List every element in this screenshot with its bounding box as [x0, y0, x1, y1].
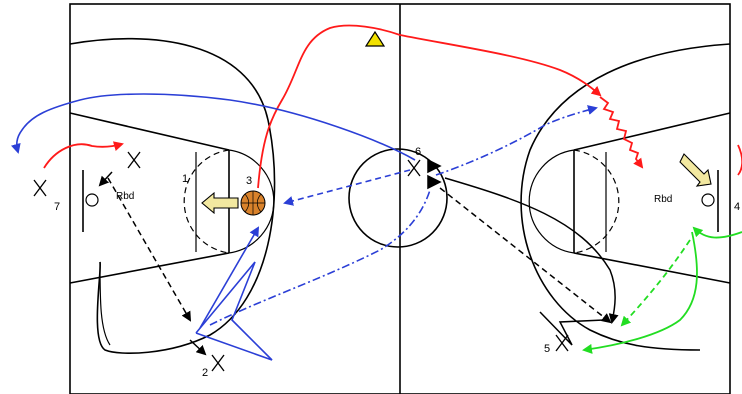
right-lane-bottom: [573, 252, 731, 284]
black-screen-6b: [427, 174, 442, 190]
left-free-throw-circle-solid: [228, 149, 275, 254]
red-path-3-to-top: [257, 24, 602, 189]
player-label-2: 2: [202, 367, 208, 379]
black-arrow-2: [189, 339, 207, 356]
black-cut-6: [444, 177, 619, 324]
player-x-2: [211, 354, 225, 372]
black-dashed-7: [107, 177, 192, 322]
green-path-4: [692, 226, 742, 239]
blue-cut-2-to-3: [199, 226, 260, 329]
player-x-7-top: [127, 151, 141, 169]
left-lane-bottom: [69, 252, 230, 284]
player-label-1: 1: [182, 173, 188, 185]
left-free-throw-circle-dashed: [183, 149, 230, 254]
rebound-label-left: Rbd: [116, 191, 134, 202]
black-paths: [98, 158, 619, 356]
right-lane-top: [573, 112, 731, 151]
player-label-6: 6: [415, 146, 421, 158]
blue-pass-6-to-3: [283, 169, 411, 206]
blue-paths: [10, 93, 598, 361]
red-paths: [43, 24, 742, 189]
blue-pass-2-to-6: [209, 189, 431, 326]
right-free-throw-circle-dashed: [573, 149, 620, 254]
green-pass-dashed: [620, 239, 691, 327]
right-three-point-arc: [520, 43, 731, 351]
player-x-5: [555, 334, 569, 352]
basketball-icon: [240, 190, 266, 216]
player-label-3: 3: [246, 175, 252, 187]
player-label-4: 4: [734, 201, 740, 213]
green-cut-curved: [582, 231, 698, 354]
player-x-6: [407, 159, 421, 177]
black-dashed-6-to-5: [439, 187, 612, 324]
red-path-7: [43, 141, 124, 169]
right-free-throw-circle-solid: [528, 149, 575, 254]
blue-pass-to-corner: [435, 105, 598, 176]
left-lane-top: [69, 112, 230, 151]
red-path-4: [737, 144, 742, 176]
black-screen-6: [427, 158, 442, 174]
triangle-cone-icon: [364, 30, 386, 47]
center-circle: [348, 148, 448, 248]
green-paths: [582, 226, 742, 354]
left-hoop: [85, 193, 99, 207]
blue-screen: [195, 261, 273, 361]
red-wavy-cut: [599, 96, 644, 169]
block-arrow-icon: [201, 191, 239, 215]
court: [69, 3, 731, 394]
black-arrow-7: [98, 171, 113, 187]
left-three-point-arc: [69, 37, 276, 354]
player-label-7: 7: [54, 201, 60, 213]
player-label-5: 5: [544, 343, 550, 355]
black-screen-5: [539, 311, 605, 346]
rebound-label-right: Rbd: [654, 194, 672, 205]
block-arrow-icon: [679, 153, 712, 187]
blue-cut-long: [10, 93, 416, 161]
player-x-7: [33, 179, 47, 197]
right-hoop: [701, 193, 715, 207]
left-lower-arc: [99, 261, 111, 346]
